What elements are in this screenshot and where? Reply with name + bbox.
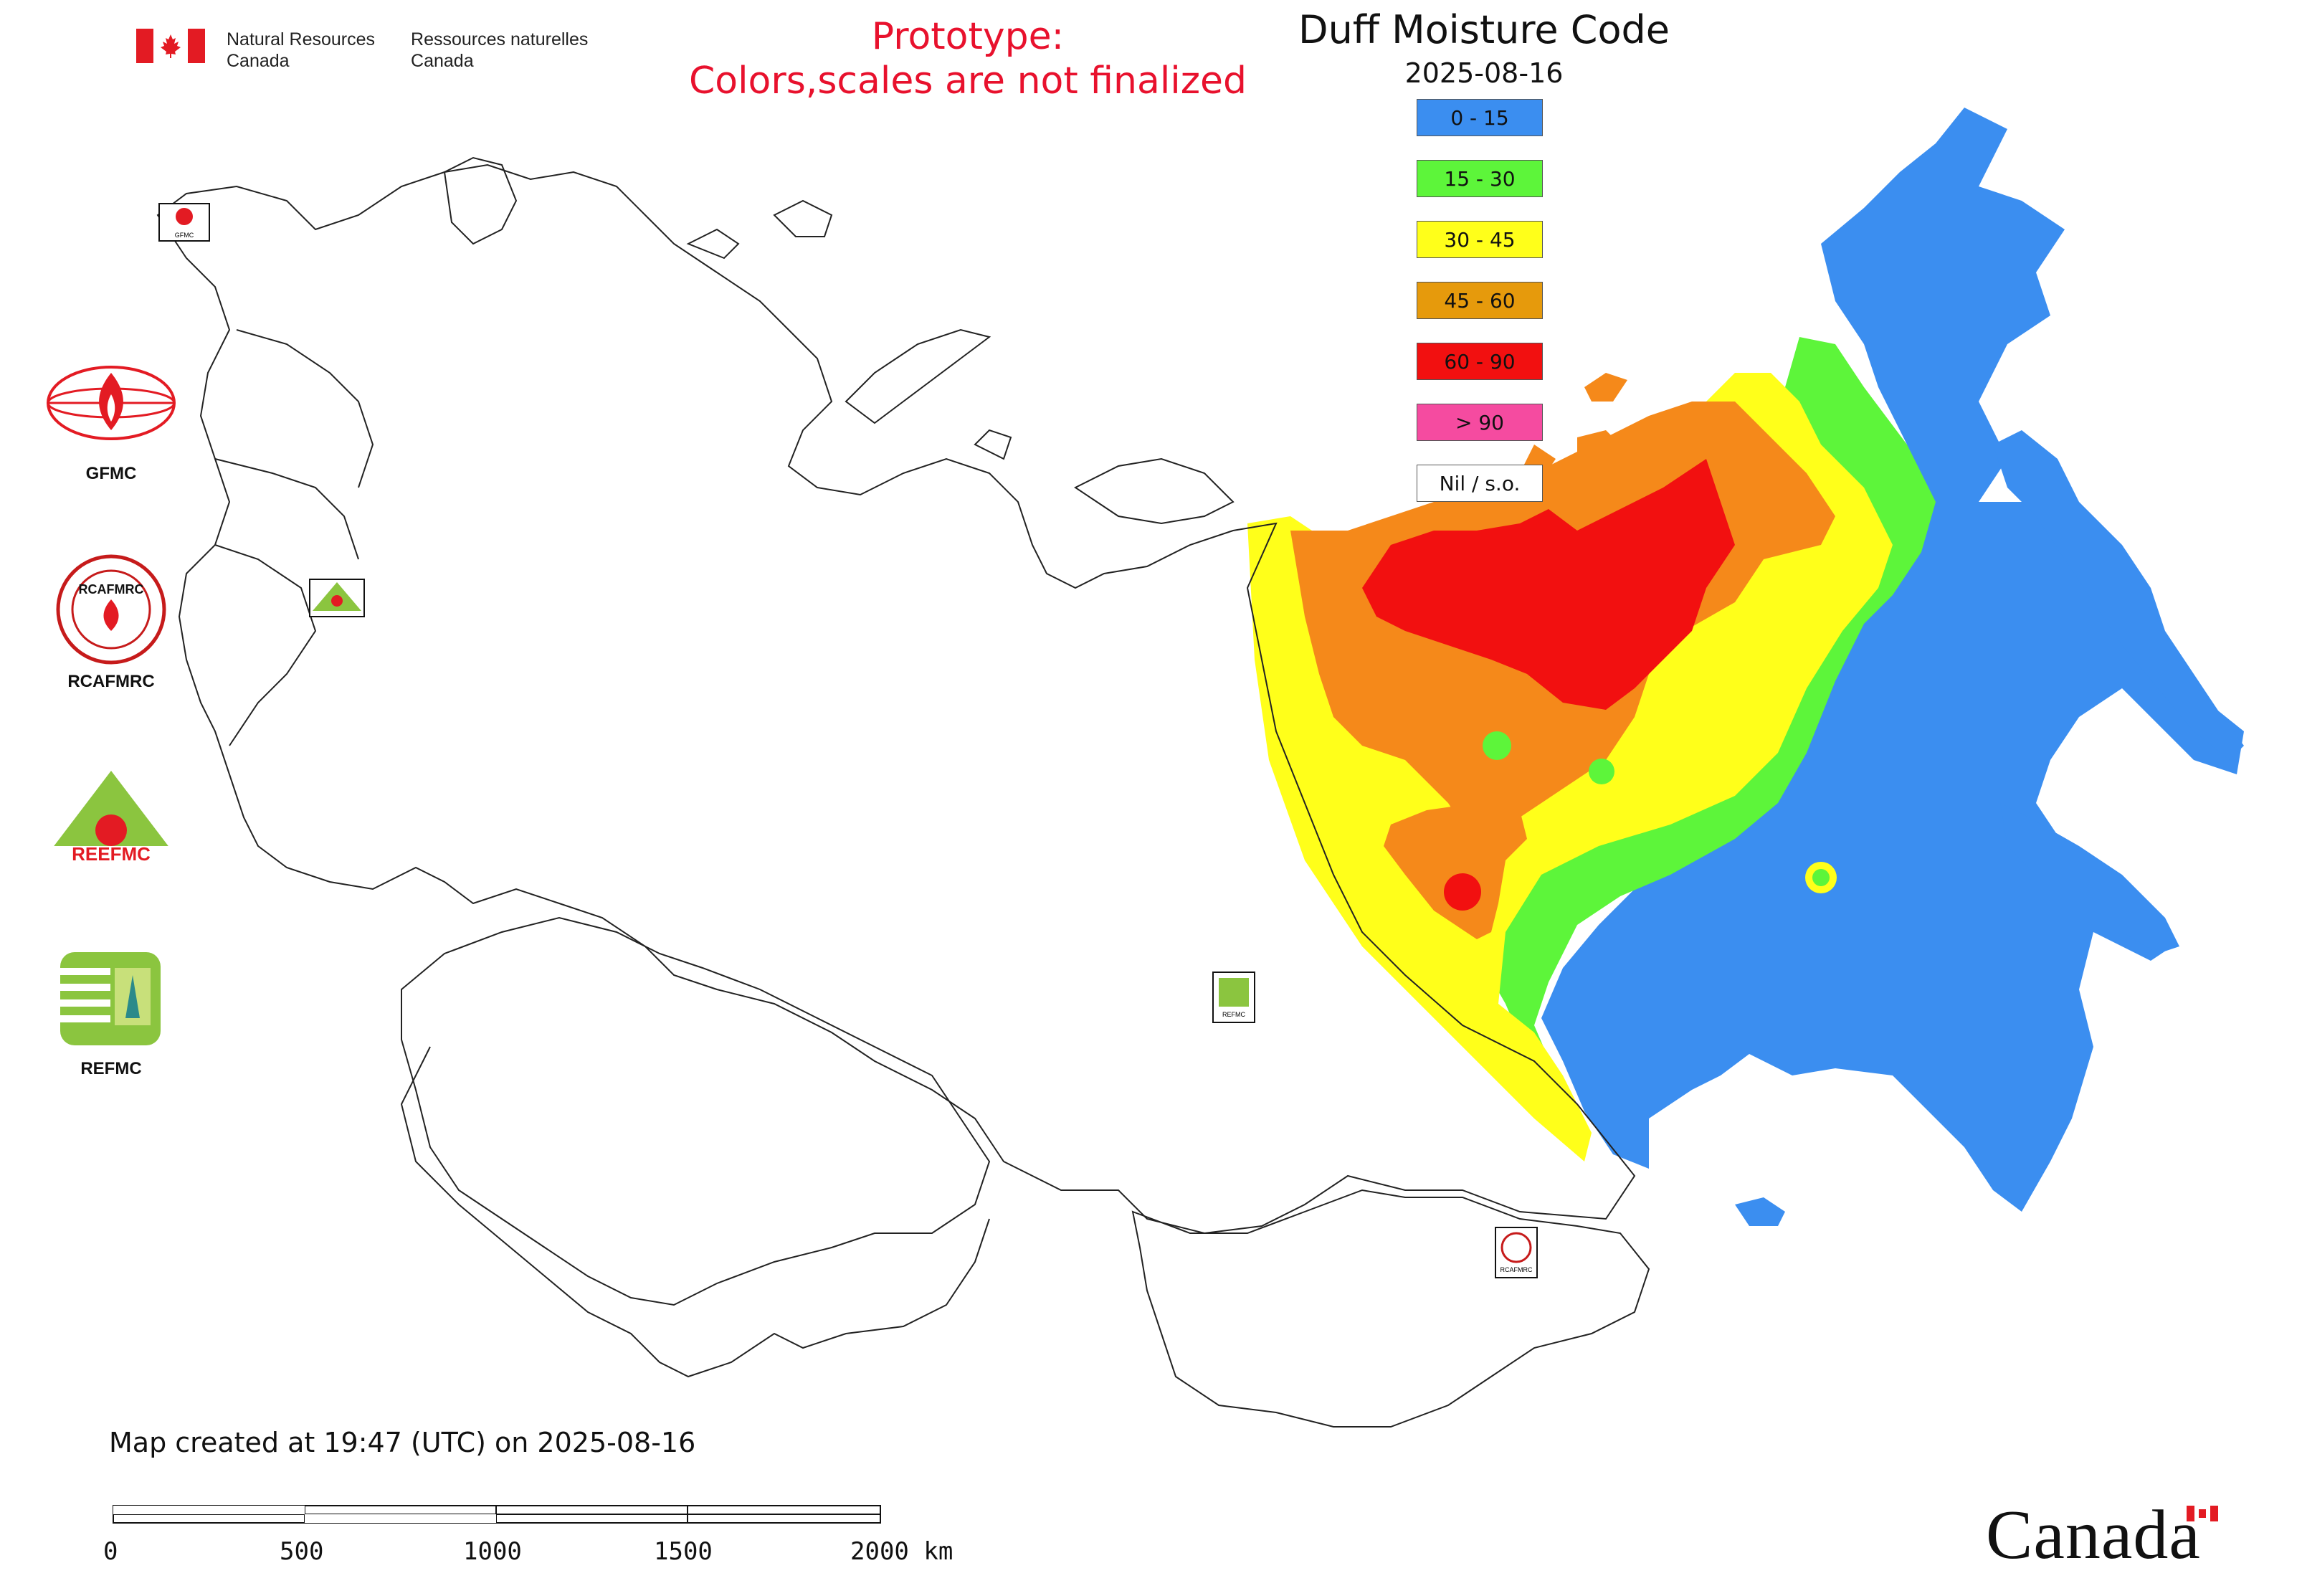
arctic-island-1 [1584,373,1627,402]
outline-taymyr [1074,457,1235,525]
fire-flame-globe-icon [47,366,176,440]
dept-fr-line1: Ressources naturelles [411,29,589,49]
rcafmrc-seal-icon: RCAFMRC [56,554,166,665]
canada-wordmark: Canada [1986,1496,2201,1574]
dept-name-fr: Ressources naturelles Canada [411,29,588,72]
scale-labels: 0 500 1000 1500 2000 km [0,1537,2302,1573]
dmc-spot-green-3 [1812,869,1830,886]
legend-item-nil: Nil / s.o. [1417,465,1543,502]
canada-flag-icon [136,29,205,63]
outline-west-borders [214,329,374,746]
rcafmrc-label: RCAFMRC [67,672,155,691]
scale-tick-0: 0 [103,1537,118,1566]
scale-tick-2000: 2000 km [850,1537,953,1566]
legend-item-45-60: 45 - 60 [1417,282,1543,319]
rcafmrc-marker-label: RCAFMRC [1500,1266,1533,1273]
dept-fr-line2: Canada [411,51,474,71]
arctic-island-2 [1577,430,1620,459]
dmc-spot-green-1 [1483,731,1511,760]
dmc-zone-45-60-south [1384,803,1527,939]
dmc-zone-0-15 [1541,108,2244,1212]
dept-en-line1: Natural Resources [227,29,376,49]
legend-item-60-90: 60 - 90 [1417,343,1543,380]
legend-label: 30 - 45 [1444,227,1516,252]
dmc-spot-green-2 [1589,759,1614,784]
gfmc-label: GFMC [85,464,137,483]
scale-tick-1500: 1500 [654,1537,713,1566]
sakhalin [2000,803,2179,954]
map-created-text: Map created at 19:47 (UTC) on 2025-08-16 [109,1427,696,1458]
dept-en-line2: Canada [227,51,290,71]
map-date: 2025-08-16 [1404,57,1564,89]
outline-central-asia [400,1046,990,1378]
legend: 0 - 15 15 - 30 30 - 45 45 - 60 60 - 90 >… [1417,99,1543,526]
prototype-line1: Prototype: [871,15,1065,58]
dmc-raster [1247,108,2244,1226]
rcafmrc-seal-text: RCAFMRC [79,582,144,597]
legend-item-15-30: 15 - 30 [1417,160,1543,197]
legend-item-0-15: 0 - 15 [1417,99,1543,136]
legend-label: 45 - 60 [1444,288,1516,313]
outline-scandinavia [443,156,518,245]
boundaries [156,156,1650,1428]
dmc-zone-15-30 [1477,337,1936,1075]
gfmc-logo: GFMC [36,358,186,484]
reefmc-triangle-icon: REEFMC [39,771,184,865]
rcafmrc-logo: RCAFMRC RCAFMRC [36,552,186,692]
refmc-marker-label: REFMC [1222,1011,1245,1018]
outline-arctic-islands [686,199,1012,460]
nrcan-signature: Natural Resources Canada Ressources natu… [136,29,588,72]
dept-name-en: Natural Resources Canada [227,29,375,72]
prototype-notice: Prototype: Colors,scales are not finaliz… [674,14,1262,103]
legend-label: > 90 [1455,410,1504,434]
prototype-line2: Colors,scales are not finalized [688,60,1247,103]
gfmc-marker-label: GFMC [175,232,194,239]
wordmark-flag-icon [2187,1506,2218,1521]
hokkaido-like [1735,1197,1785,1226]
outline-russia [156,163,1636,1235]
outline-novaya-zemlya [845,328,991,424]
dmc-hotspot-red [1444,873,1481,911]
legend-label: Nil / s.o. [1439,471,1521,495]
legend-label: 60 - 90 [1444,349,1516,374]
map-markers: GFMC REFMC RCAFMRC [158,203,1538,1278]
outline-mongolia [1131,1189,1650,1428]
reefmc-logo: REEFMC [36,767,186,873]
map-title: Duff Moisture Code [1298,7,1670,52]
refmc-sigma-icon [60,952,161,1045]
refmc-label: REFMC [80,1059,142,1078]
scale-bar [113,1505,881,1524]
legend-label: 15 - 30 [1444,166,1516,191]
legend-label: 0 - 15 [1450,105,1509,130]
refmc-logo: REFMC [36,946,186,1079]
dmc-zone-60-90 [1362,459,1735,710]
outline-kazakhstan [401,916,991,1306]
legend-item-over-90: > 90 [1417,404,1543,441]
kamchatka [1993,430,2244,760]
reefmc-badge-text: REEFMC [72,843,151,865]
scale-tick-1000: 1000 [463,1537,522,1566]
legend-item-30-45: 30 - 45 [1417,221,1543,258]
scale-tick-500: 500 [280,1537,324,1566]
